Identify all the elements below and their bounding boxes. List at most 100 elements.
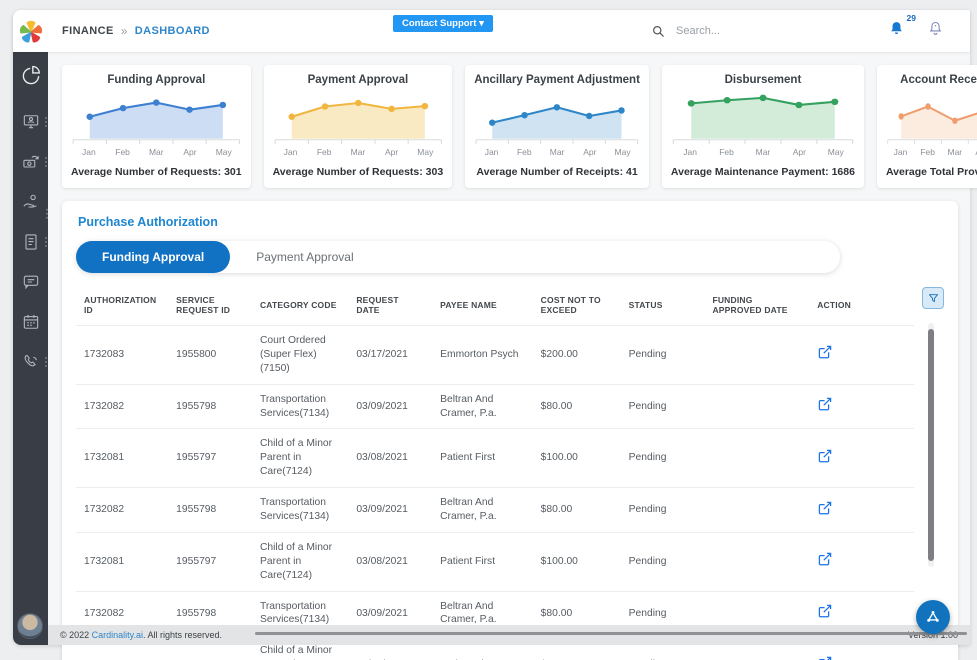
sidebar-item-documents[interactable] — [13, 222, 48, 262]
table-row: 17320821955798Transportation Services(71… — [76, 384, 914, 429]
card-title: Disbursement — [671, 74, 855, 86]
column-header: COST NOT TO EXCEED — [533, 287, 621, 326]
footer: © 2022 Cardinality.ai. All rights reserv… — [48, 625, 970, 645]
axis-tick-label: Mar — [541, 147, 574, 157]
open-record-button[interactable] — [817, 448, 833, 469]
sidebar-item-disbursement[interactable] — [13, 182, 48, 222]
open-record-button[interactable] — [817, 396, 833, 417]
cost-not-to-exceed-cell: $200.00 — [533, 326, 621, 385]
open-record-button[interactable] — [817, 344, 833, 365]
open-record-icon — [817, 344, 833, 360]
sidebar-item-messages[interactable] — [13, 262, 48, 302]
sparkline-chart — [71, 88, 242, 146]
payee-name-cell: Patient First — [432, 532, 533, 591]
search-bar — [651, 10, 826, 52]
status-cell: Pending — [621, 326, 705, 385]
funding-approved-date-cell — [704, 532, 809, 591]
card-stat: Average Number of Receipts: 41 — [474, 166, 640, 178]
sparkline-chart — [886, 88, 977, 146]
cardinality-link[interactable]: Cardinality.ai — [92, 630, 143, 640]
card-title: Payment Approval — [273, 74, 444, 86]
table-row: 17320811955797Child of a Minor Parent in… — [76, 429, 914, 488]
request-date-cell: 03/08/2021 — [348, 532, 432, 591]
card-title: Ancillary Payment Adjustment — [474, 74, 640, 86]
filter-button[interactable] — [922, 287, 944, 309]
card-stat: Average Maintenance Payment: 1686 — [671, 166, 855, 178]
card-stat: Average Total Providers: 19 — [886, 166, 977, 178]
page: FINANCE » DASHBOARD Contact Support ▾ — [0, 0, 977, 660]
axis-tick-label: May — [207, 147, 241, 157]
cost-not-to-exceed-cell: $100.00 — [533, 532, 621, 591]
app-logo[interactable] — [13, 18, 48, 44]
assistant-fab-button[interactable] — [916, 600, 950, 634]
sidebar-item-dashboard[interactable] — [13, 52, 48, 102]
copyright-prefix: © 2022 — [60, 630, 92, 640]
authorization-id-cell: 1732081 — [76, 429, 168, 488]
search-input[interactable] — [676, 25, 826, 37]
axis-tick-label: Feb — [914, 147, 941, 157]
breadcrumb-app[interactable]: FINANCE — [62, 25, 114, 37]
notifications-button[interactable]: 29 — [888, 20, 905, 42]
summary-cards-row: Funding Approval JanFebMarAprMay Average… — [48, 52, 970, 188]
user-avatar[interactable] — [17, 613, 43, 639]
service-request-id-cell: 1955797 — [168, 429, 252, 488]
sidebar-item-calendar[interactable] — [13, 302, 48, 342]
kebab-menu-icon[interactable] — [45, 155, 47, 169]
breadcrumb-page[interactable]: DASHBOARD — [135, 25, 210, 37]
horizontal-scrollbar-thumb[interactable] — [255, 632, 967, 635]
summary-card: Disbursement JanFebMarAprMay Average Mai… — [662, 65, 864, 188]
notification-count-badge: 29 — [907, 13, 916, 23]
open-record-icon — [817, 551, 833, 567]
app-window: FINANCE » DASHBOARD Contact Support ▾ — [13, 10, 970, 645]
axis-tick-label: Feb — [708, 147, 744, 157]
contact-support-button[interactable]: Contact Support ▾ — [393, 15, 493, 32]
sidebar-item-payments[interactable] — [13, 142, 48, 182]
chart-axis-labels: JanFebMarAprMay — [474, 147, 640, 157]
open-record-icon — [817, 655, 833, 660]
tab-funding-approval[interactable]: Funding Approval — [76, 241, 230, 273]
table-row: 17320821955798Transportation Services(71… — [76, 488, 914, 533]
column-header: REQUEST DATE — [348, 287, 432, 326]
funnel-icon — [927, 292, 940, 305]
sidebar-item-requests[interactable] — [13, 102, 48, 142]
service-request-id-cell: 1955800 — [168, 326, 252, 385]
open-record-icon — [817, 396, 833, 412]
contact-support-label: Contact Support — [402, 18, 476, 29]
copyright-text: © 2022 Cardinality.ai. All rights reserv… — [60, 630, 222, 640]
kebab-menu-icon[interactable] — [45, 115, 47, 129]
axis-tick-label: Jan — [672, 147, 708, 157]
summary-card: Funding Approval JanFebMarAprMay Average… — [62, 65, 251, 188]
card-stat: Average Number of Requests: 303 — [273, 166, 444, 178]
axis-tick-label: Jan — [72, 147, 106, 157]
open-record-button[interactable] — [817, 655, 833, 660]
hand-coin-icon — [21, 192, 41, 212]
tab-payment-approval[interactable]: Payment Approval — [230, 243, 379, 271]
sidebar-item-calls[interactable] — [13, 342, 48, 382]
service-request-id-cell: 1955798 — [168, 384, 252, 429]
alerts-button[interactable] — [927, 20, 944, 42]
axis-tick-label: Mar — [139, 147, 173, 157]
calendar-icon — [21, 312, 41, 332]
sparkline-chart — [671, 88, 855, 146]
document-icon — [21, 232, 41, 252]
axis-tick-label: Mar — [745, 147, 781, 157]
open-record-button[interactable] — [817, 603, 833, 624]
axis-tick-label: Apr — [781, 147, 817, 157]
open-record-button[interactable] — [817, 500, 833, 521]
table-zone: AUTHORIZATION IDSERVICE REQUEST IDCATEGO… — [76, 287, 944, 660]
sparkline-chart — [474, 88, 640, 146]
chart-axis-labels: JanFebMarAprMay — [886, 147, 977, 157]
axis-tick-label: Mar — [941, 147, 968, 157]
vertical-scrollbar-track[interactable] — [928, 323, 934, 567]
phone-icon — [21, 352, 41, 372]
status-cell: Pending — [621, 429, 705, 488]
authorization-id-cell: 1732081 — [76, 532, 168, 591]
vertical-scrollbar-thumb[interactable] — [928, 329, 934, 561]
status-cell: Pending — [621, 384, 705, 429]
chart-axis-labels: JanFebMarAprMay — [71, 147, 242, 157]
authorization-id-cell: 1732082 — [76, 384, 168, 429]
chevron-down-icon: ▾ — [479, 18, 484, 29]
open-record-icon — [817, 500, 833, 516]
open-record-button[interactable] — [817, 551, 833, 572]
cost-not-to-exceed-cell: $80.00 — [533, 488, 621, 533]
